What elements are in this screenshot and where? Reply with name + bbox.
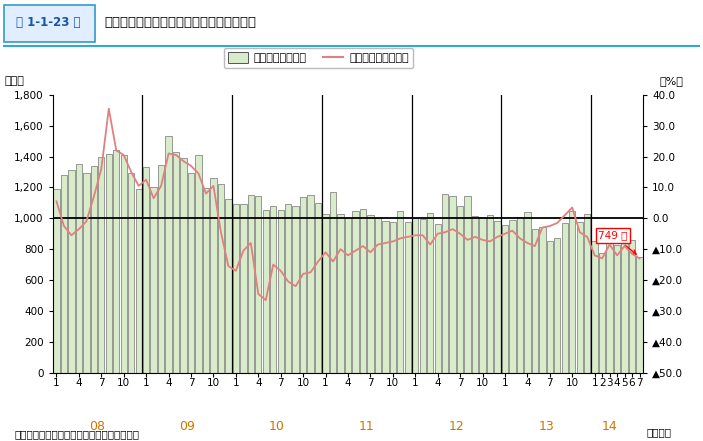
Bar [270,206,276,373]
Bar [576,222,583,373]
Bar [165,137,172,373]
Bar [360,209,366,373]
Text: （%）: （%） [660,76,683,86]
Text: 14: 14 [602,420,617,433]
Bar [465,196,471,373]
Bar [547,241,553,373]
Bar [487,215,494,373]
Bar [263,210,269,373]
Bar [427,213,433,373]
Bar [233,205,239,373]
Bar [472,216,478,373]
Bar [539,227,546,373]
Bar [292,206,299,373]
Bar [352,211,359,373]
Bar [173,152,179,373]
Bar [434,224,441,373]
Bar [83,173,89,373]
Bar [300,197,307,373]
Bar [591,242,598,373]
Bar [412,218,418,373]
Bar [60,175,67,373]
Text: 11: 11 [359,420,375,433]
Bar [531,229,538,373]
Bar [405,222,411,373]
Bar [389,222,396,373]
Bar [91,166,97,373]
Bar [278,210,284,373]
Bar [315,203,321,373]
Bar [136,189,142,373]
Bar [247,195,254,373]
Bar [150,187,157,373]
Bar [375,218,381,373]
Bar [255,196,262,373]
Text: （年月）: （年月） [646,427,671,437]
Text: 12: 12 [449,420,464,433]
Bar [337,214,344,373]
Bar [607,238,613,373]
Bar [420,219,426,373]
Bar [494,220,501,373]
Bar [344,218,352,373]
Bar [240,204,247,373]
Bar [143,167,149,373]
Text: 08: 08 [89,420,105,433]
Bar [629,240,636,373]
Text: 資料：（株）東京商工リサーチ「倒産月報」: 資料：（株）東京商工リサーチ「倒産月報」 [14,429,139,439]
Bar [636,257,643,373]
Bar [307,195,314,373]
Bar [397,210,404,373]
Bar [502,225,508,373]
Bar [158,165,165,373]
Bar [554,238,560,373]
Bar [569,210,576,373]
Bar [105,154,112,373]
Bar [614,245,620,373]
Bar [113,150,120,373]
Bar [584,214,591,373]
Bar [449,196,456,373]
FancyBboxPatch shape [4,4,95,42]
Bar [285,204,291,373]
Bar [225,199,231,373]
Bar [517,217,523,373]
Bar [202,188,209,373]
Bar [479,217,486,373]
Bar [323,214,329,373]
Text: 09: 09 [179,420,195,433]
Bar [68,171,75,373]
Bar [330,192,336,373]
Text: 749 件: 749 件 [598,230,636,254]
Bar [599,253,605,373]
Bar [128,173,134,373]
Text: （件）: （件） [4,76,24,86]
Bar [509,220,515,373]
Bar [98,157,105,373]
Bar [210,178,217,373]
Text: 中小企業・小規模事業者の倒産件数の推移: 中小企業・小規模事業者の倒産件数の推移 [104,16,256,29]
Bar [382,220,389,373]
Bar [188,173,194,373]
Bar [76,164,82,373]
Bar [195,155,202,373]
Text: 13: 13 [538,420,554,433]
Text: 第 1-1-23 図: 第 1-1-23 図 [15,16,80,29]
Bar [120,155,127,373]
Bar [53,189,60,373]
Bar [457,206,463,373]
Text: 10: 10 [269,420,285,433]
Bar [181,158,187,373]
Bar [442,194,449,373]
Bar [562,223,568,373]
Bar [367,215,373,373]
Bar [218,184,224,373]
Bar [524,212,531,373]
Bar [621,241,628,373]
Legend: 倒産件数（左軸）, 前年同月比（右軸）: 倒産件数（左軸）, 前年同月比（右軸） [224,48,413,68]
